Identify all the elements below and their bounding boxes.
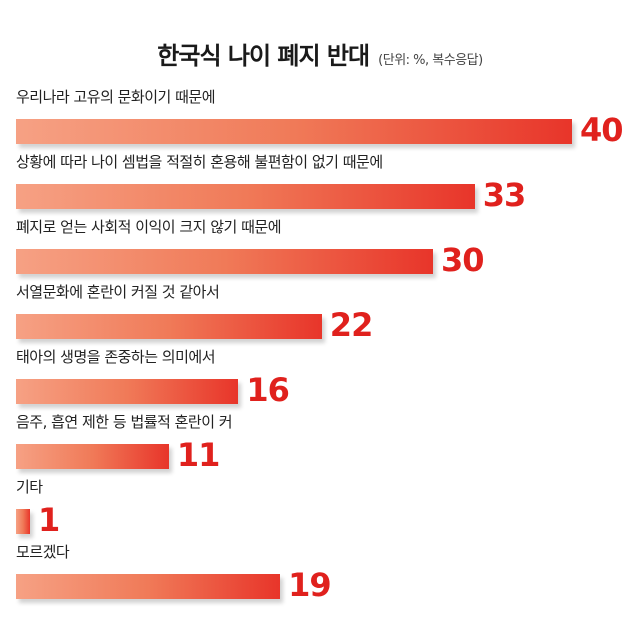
bar [16, 249, 433, 274]
category-label: 음주, 흡연 제한 등 법률적 혼란이 커 [16, 413, 233, 431]
bar [16, 509, 30, 534]
value-label: 22 [329, 306, 374, 344]
bar [16, 119, 572, 144]
category-label: 태아의 생명을 존중하는 의미에서 [16, 348, 216, 366]
chart-row: 상황에 따라 나이 셈법을 적절히 혼용해 불편함이 없기 때문에 33 [0, 151, 640, 221]
chart-row: 기타 1 [0, 476, 640, 546]
bar [16, 379, 239, 404]
chart-row: 음주, 흡연 제한 등 법률적 혼란이 커 11 [0, 411, 640, 481]
chart-title: 한국식 나이 폐지 반대 [157, 42, 370, 70]
value-label: 30 [441, 241, 485, 279]
chart-row: 태아의 생명을 존중하는 의미에서 16 [0, 346, 640, 416]
chart-subtitle: (단위: %, 복수응답) [378, 53, 483, 68]
category-label: 서열문화에 혼란이 커질 것 같아서 [16, 283, 220, 301]
value-label: 40 [580, 111, 624, 149]
bar [16, 444, 169, 469]
chart-header: 한국식 나이 폐지 반대 (단위: %, 복수응답) [0, 36, 640, 71]
value-label: 16 [246, 371, 290, 409]
bar [16, 184, 475, 209]
value-label: 11 [176, 436, 221, 474]
bar [16, 314, 322, 339]
chart-row: 서열문화에 혼란이 커질 것 같아서 22 [0, 281, 640, 351]
value-label: 33 [482, 176, 527, 214]
category-label: 모르겠다 [16, 543, 70, 561]
category-label: 우리나라 고유의 문화이기 때문에 [16, 88, 216, 106]
chart-row: 우리나라 고유의 문화이기 때문에 40 [0, 86, 640, 156]
category-label: 기타 [16, 478, 43, 496]
bar [16, 574, 281, 599]
category-label: 상황에 따라 나이 셈법을 적절히 혼용해 불편함이 없기 때문에 [16, 153, 383, 171]
value-label: 19 [288, 566, 332, 604]
chart-row: 모르겠다 19 [0, 541, 640, 611]
value-label: 1 [38, 501, 60, 539]
category-label: 폐지로 얻는 사회적 이익이 크지 않기 때문에 [16, 218, 282, 236]
chart-row: 폐지로 얻는 사회적 이익이 크지 않기 때문에 30 [0, 216, 640, 286]
